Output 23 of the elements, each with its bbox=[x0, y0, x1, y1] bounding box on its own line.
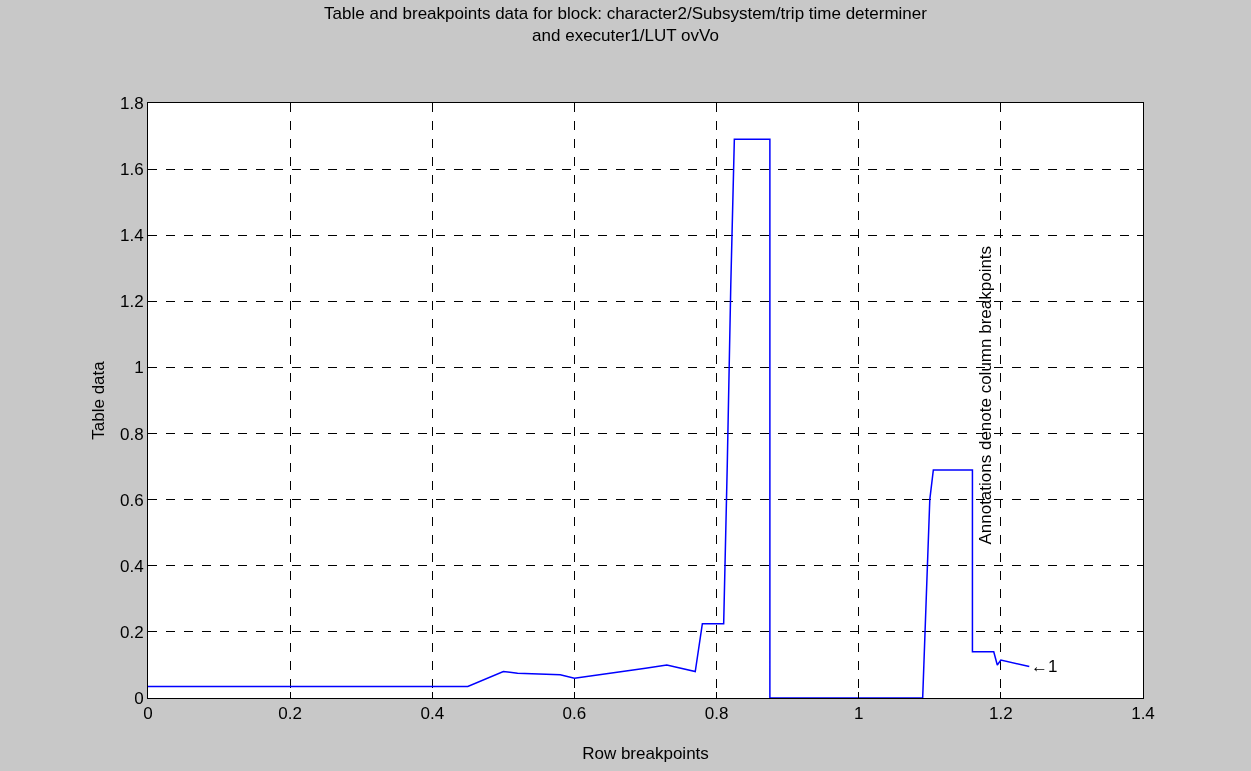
annotation: ←1 bbox=[1031, 657, 1058, 676]
y-tick-label: 0.8 bbox=[119, 424, 144, 444]
x-axis-title: Row breakpoints bbox=[582, 744, 709, 763]
y-tick-label: 0 bbox=[134, 688, 144, 708]
line-series bbox=[148, 138, 1031, 698]
y-tick-label: 1.6 bbox=[119, 160, 144, 180]
y-tick-label: 1.4 bbox=[119, 226, 144, 246]
x-tick-label: 1 bbox=[853, 704, 864, 724]
y-tick-label: 0.4 bbox=[119, 556, 144, 576]
chart-title: Table and breakpoints data for block: character2/Subsystem/trip time determiner and executer1/LUT ovVo bbox=[324, 4, 928, 46]
y-tick-label: 1 bbox=[134, 358, 144, 378]
y-tick-label: 1.2 bbox=[119, 292, 144, 312]
x-tick-label: 0.2 bbox=[278, 704, 302, 724]
y-axis-title: Table data bbox=[89, 360, 108, 440]
y-tick-label: 1.8 bbox=[119, 93, 144, 113]
x-tick-label: 0.8 bbox=[704, 704, 729, 724]
x-tick-label: 0.4 bbox=[420, 704, 445, 724]
annotation: Annotations denote column breakpoints bbox=[976, 245, 996, 545]
x-tick-label: 1.4 bbox=[1131, 704, 1155, 724]
x-tick-label: 1.2 bbox=[989, 704, 1013, 724]
y-tick-label: 0.2 bbox=[119, 622, 144, 642]
x-tick-label: 0.6 bbox=[562, 704, 587, 724]
y-tick-label: 0.6 bbox=[119, 490, 144, 510]
